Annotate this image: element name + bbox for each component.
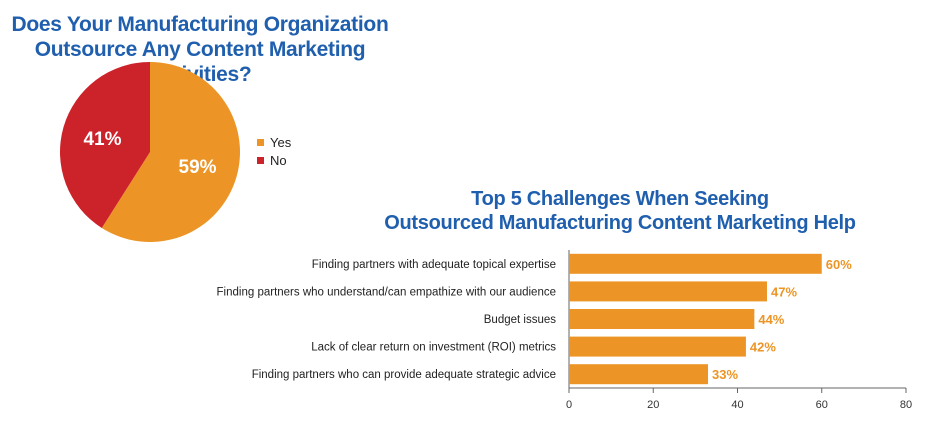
category-label: Finding partners who understand/can empa… — [217, 286, 556, 298]
bar-value-label: 44% — [758, 312, 784, 327]
bar — [569, 364, 709, 385]
legend-label-no: No — [270, 152, 287, 168]
bar-value-label: 33% — [712, 367, 738, 382]
category-label: Budget issues — [484, 314, 556, 326]
bar-value-label: 60% — [826, 257, 852, 272]
legend-item-no: No — [257, 151, 291, 169]
pie-slice-label-no: 41% — [83, 129, 121, 150]
x-tick-label: 80 — [900, 399, 912, 411]
category-label: Finding partners with adequate topical e… — [312, 259, 556, 271]
pie-slice-label-yes: 59% — [179, 157, 217, 178]
legend-label-yes: Yes — [270, 134, 292, 150]
pie-slice-yes — [101, 62, 240, 242]
bar-chart-title: Top 5 Challenges When Seeking Outsourced … — [384, 188, 856, 234]
x-tick-label: 0 — [566, 399, 572, 411]
x-tick-label: 20 — [647, 399, 659, 411]
bar — [569, 336, 746, 357]
legend-swatch-no — [257, 156, 264, 164]
bar-value-label: 47% — [771, 284, 797, 299]
x-tick-label: 60 — [816, 399, 828, 411]
legend-item-yes: Yes — [257, 133, 291, 151]
category-label: Lack of clear return on investment (ROI)… — [311, 342, 556, 354]
bar — [569, 253, 822, 274]
legend-swatch-yes — [257, 138, 264, 146]
pie-legend: Yes No — [257, 133, 291, 169]
bar — [569, 281, 767, 302]
bar — [569, 309, 755, 329]
bar-value-label: 42% — [750, 340, 776, 355]
pie-slice-no — [59, 62, 150, 228]
x-tick-label: 40 — [731, 399, 743, 411]
category-label: Finding partners who can provide adequat… — [252, 369, 556, 381]
